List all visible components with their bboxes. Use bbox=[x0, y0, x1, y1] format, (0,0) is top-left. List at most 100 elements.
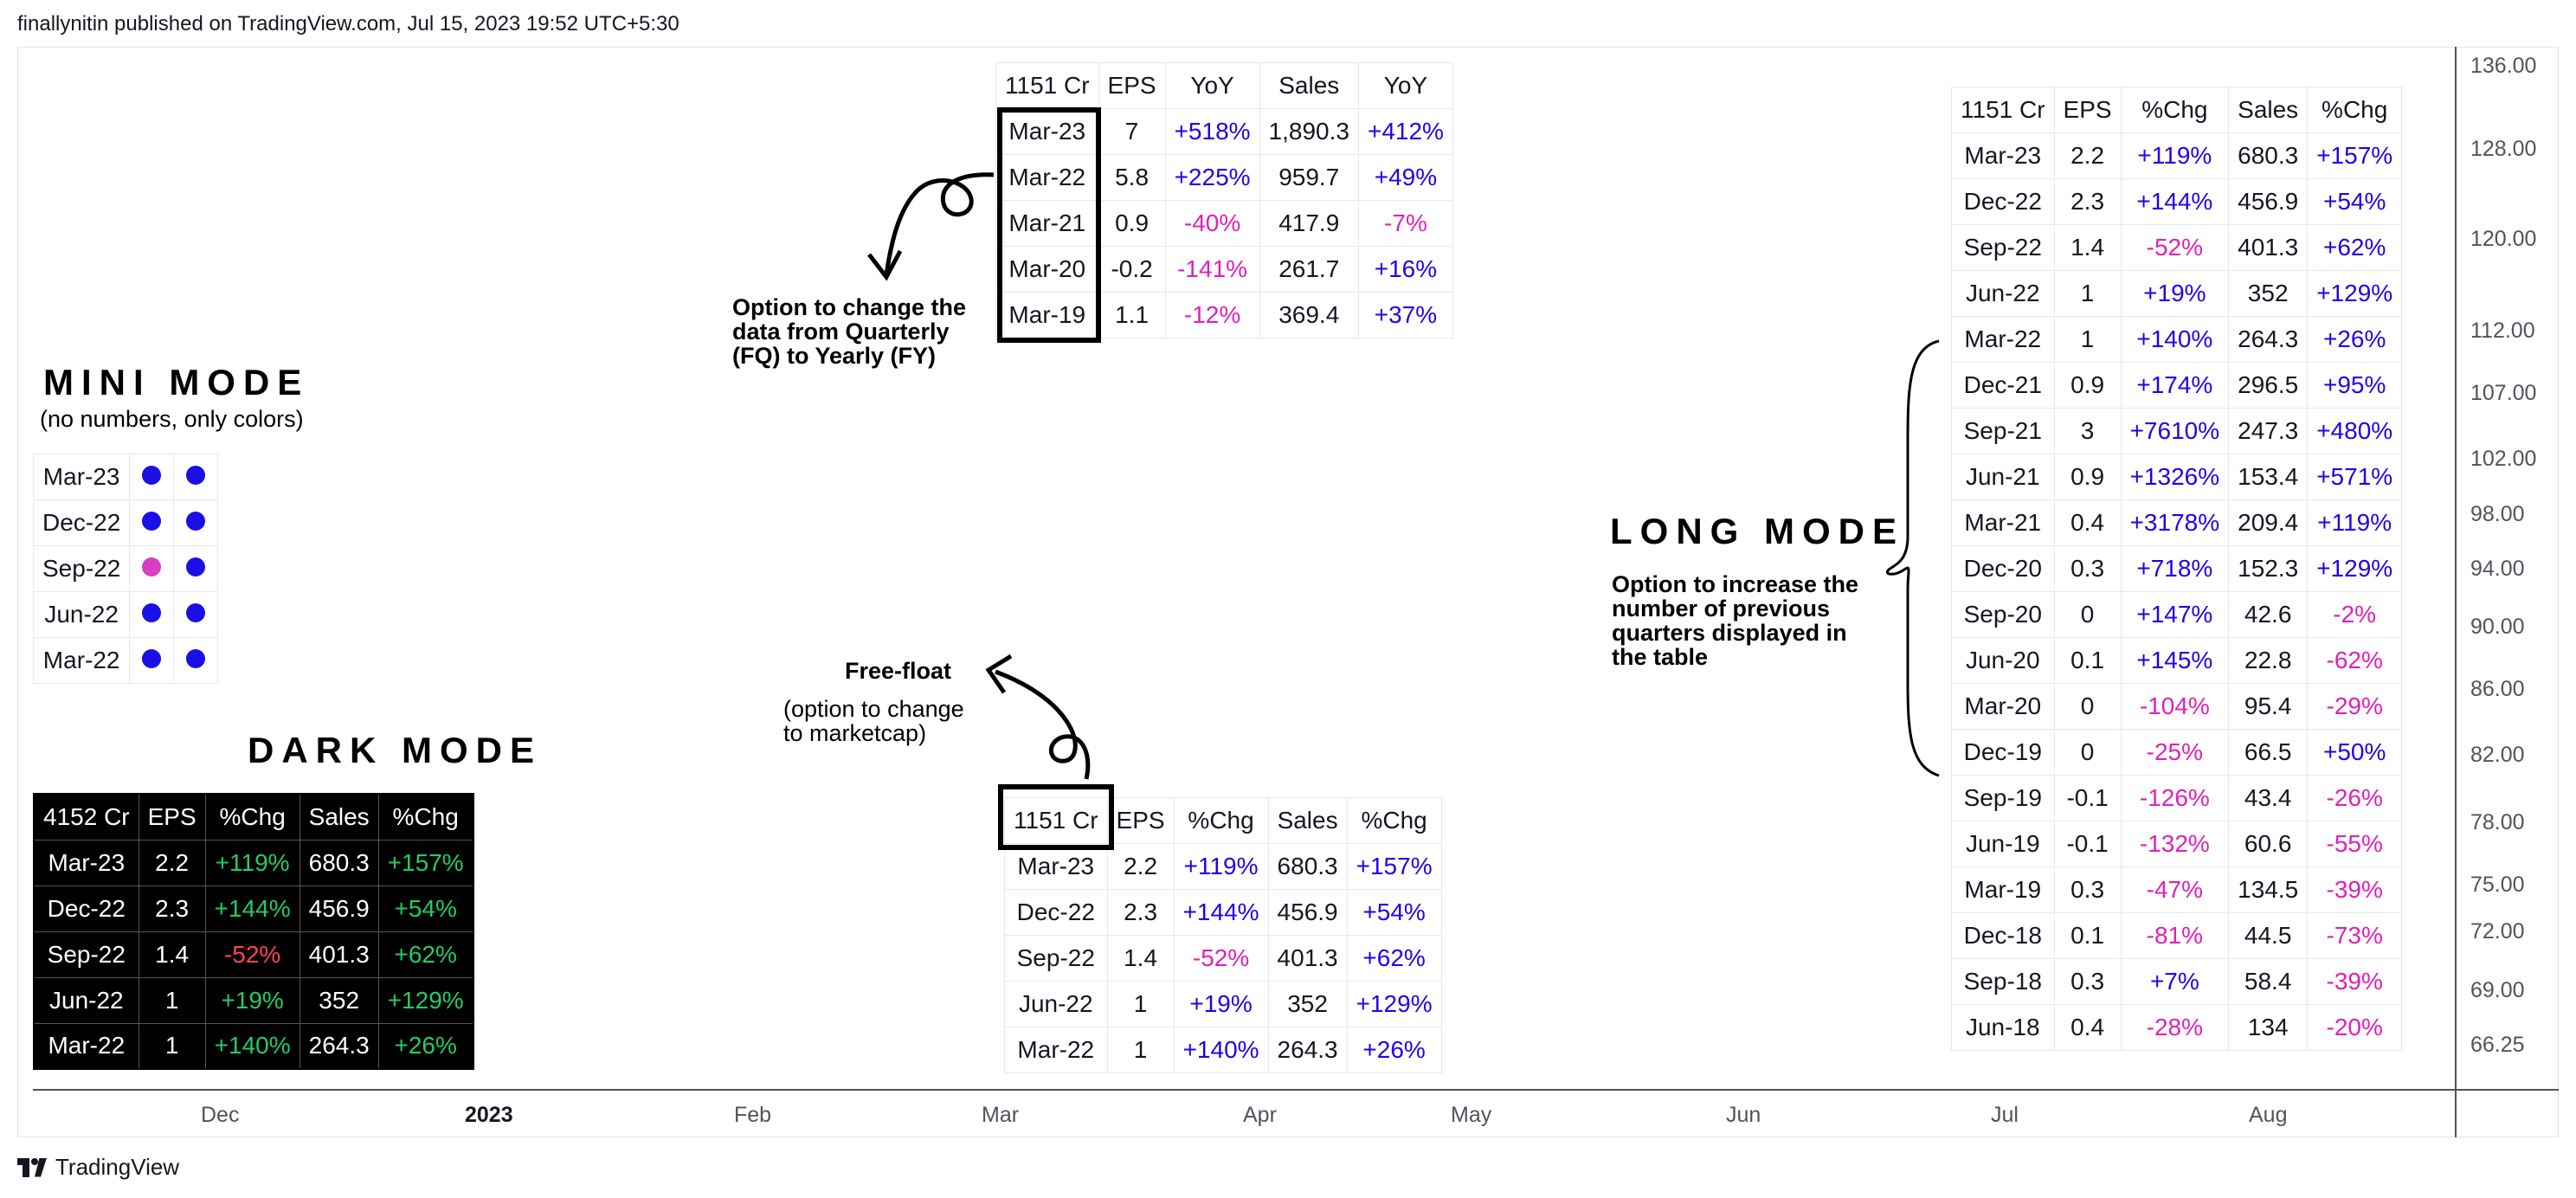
period-cell: Mar-23 bbox=[32, 454, 131, 500]
table-row: Jun-22 1 +19% 352 +129% bbox=[1951, 270, 2403, 317]
tradingview-brand: TradingView bbox=[55, 1154, 180, 1180]
value-cell: 3 bbox=[2053, 408, 2122, 454]
table-row: Sep-22 bbox=[32, 545, 219, 592]
dot-cell bbox=[173, 499, 219, 546]
header-cell: EPS bbox=[2053, 87, 2122, 133]
table-row: Jun-18 0.4 -28% 134 -20% bbox=[1951, 1004, 2403, 1051]
table-row: Sep-20 0 +147% 42.6 -2% bbox=[1951, 591, 2403, 638]
price-label: 90.00 bbox=[2470, 615, 2525, 639]
freefloat-title: Free-float bbox=[845, 658, 952, 684]
value-cell: +144% bbox=[204, 885, 300, 932]
value-cell: 58.4 bbox=[2228, 958, 2309, 1005]
header-cap-cell: 1151 Cr bbox=[995, 62, 1099, 109]
value-cell: -73% bbox=[2307, 912, 2403, 959]
header-cell: %Chg bbox=[204, 793, 300, 841]
value-cell: -26% bbox=[2307, 775, 2403, 821]
period-cell: Jun-22 bbox=[32, 591, 131, 638]
value-cell: +26% bbox=[1346, 1027, 1442, 1073]
period-cell: Dec-19 bbox=[1951, 729, 2055, 776]
period-cell: Dec-22 bbox=[1951, 178, 2055, 225]
table-row: Mar-20 -0.2 -141% 261.7 +16% bbox=[995, 246, 1453, 293]
value-cell: +119% bbox=[1173, 843, 1269, 890]
tradingview-logo[interactable]: TradingView bbox=[17, 1154, 179, 1181]
price-label: 69.00 bbox=[2470, 978, 2525, 1002]
value-cell: 456.9 bbox=[1267, 889, 1348, 936]
value-cell: +119% bbox=[204, 839, 300, 886]
period-cell: Sep-21 bbox=[1951, 408, 2055, 454]
price-scale-separator bbox=[2455, 47, 2457, 1137]
header-cell: %Chg bbox=[2307, 87, 2403, 133]
table-row: Dec-22 2.3 +144% 456.9 +54% bbox=[33, 885, 474, 932]
yearly-option-note: Option to change the data from Quarterly(… bbox=[732, 295, 966, 368]
value-cell: 1,890.3 bbox=[1259, 108, 1359, 155]
table-row: Dec-21 0.9 +174% 296.5 +95% bbox=[1951, 362, 2403, 409]
dark-mode-table: 4152 Cr EPS %Chg Sales %Chg Mar-23 2.2 +119% 680… bbox=[33, 793, 474, 1070]
price-label: 86.00 bbox=[2470, 677, 2525, 701]
value-cell: -52% bbox=[1173, 935, 1269, 982]
mini-mode-subtitle: (no numbers, only colors) bbox=[40, 406, 304, 432]
table-row: Mar-22 1 +140% 264.3 +26% bbox=[1951, 316, 2403, 363]
value-cell: +157% bbox=[2307, 132, 2403, 179]
value-cell: +62% bbox=[2307, 224, 2403, 271]
value-cell: 1 bbox=[1106, 981, 1175, 1027]
value-cell: 1.4 bbox=[1106, 935, 1175, 982]
value-cell: 43.4 bbox=[2228, 775, 2309, 821]
value-cell: 152.3 bbox=[2228, 545, 2309, 592]
value-cell: 2.2 bbox=[1106, 843, 1175, 890]
period-cell: Sep-22 bbox=[33, 931, 139, 978]
period-cell: Sep-20 bbox=[1951, 591, 2055, 638]
value-cell: -52% bbox=[2120, 224, 2230, 271]
curly-arrow-yearly bbox=[867, 172, 995, 281]
time-label: May bbox=[1451, 1103, 1492, 1127]
dot-cell bbox=[129, 637, 175, 684]
value-cell: -29% bbox=[2307, 683, 2403, 730]
time-label: Apr bbox=[1243, 1103, 1277, 1127]
value-cell: 22.8 bbox=[2228, 637, 2309, 684]
value-cell: +119% bbox=[2120, 132, 2230, 179]
table-row: Mar-22 5.8 +225% 959.7 +49% bbox=[995, 154, 1453, 201]
freefloat-subtitle: (option to change to marketcap) bbox=[783, 697, 964, 745]
value-cell: 2.3 bbox=[138, 885, 206, 932]
value-cell: 1 bbox=[2053, 316, 2122, 363]
value-cell: 0.3 bbox=[2053, 958, 2122, 1005]
value-cell: 0.3 bbox=[2053, 545, 2122, 592]
value-cell: -52% bbox=[204, 931, 300, 978]
period-cell: Dec-22 bbox=[1004, 889, 1108, 936]
header-cell: Sales bbox=[299, 793, 379, 841]
value-cell: 401.3 bbox=[299, 931, 379, 978]
period-cell: Mar-22 bbox=[32, 637, 131, 684]
period-cell: Dec-22 bbox=[33, 885, 139, 932]
value-cell: +718% bbox=[2120, 545, 2230, 592]
table-row: Mar-23 2.2 +119% 680.3 +157% bbox=[1004, 843, 1442, 890]
table-row: Jun-21 0.9 +1326% 153.4 +571% bbox=[1951, 454, 2403, 500]
period-cell: Mar-20 bbox=[995, 246, 1099, 293]
value-cell: -55% bbox=[2307, 821, 2403, 867]
value-cell: -39% bbox=[2307, 866, 2403, 913]
table-row: Mar-23 2.2 +119% 680.3 +157% bbox=[33, 839, 474, 886]
period-cell: Dec-21 bbox=[1951, 362, 2055, 409]
chart-pane[interactable] bbox=[17, 47, 2559, 1137]
value-cell: -12% bbox=[1164, 292, 1260, 338]
header-cell: %Chg bbox=[377, 793, 474, 841]
value-cell: +19% bbox=[1173, 981, 1269, 1027]
value-cell: -39% bbox=[2307, 958, 2403, 1005]
value-cell: +140% bbox=[204, 1022, 300, 1070]
value-cell: +157% bbox=[377, 839, 474, 886]
value-cell: +129% bbox=[1346, 981, 1442, 1027]
value-cell: 0.3 bbox=[2053, 866, 2122, 913]
table-row: Sep-22 1.4 -52% 401.3 +62% bbox=[33, 931, 474, 978]
value-cell: 0.9 bbox=[2053, 362, 2122, 409]
table-row: Dec-22 bbox=[32, 499, 219, 546]
value-cell: 264.3 bbox=[1267, 1027, 1348, 1073]
period-cell: Mar-22 bbox=[1951, 316, 2055, 363]
table-row: Mar-23 bbox=[32, 454, 219, 500]
header-cap-cell: 1151 Cr bbox=[1004, 797, 1108, 844]
publisher-line: finallynitin published on TradingView.co… bbox=[17, 12, 679, 35]
table-row: Dec-20 0.3 +718% 152.3 +129% bbox=[1951, 545, 2403, 592]
dot-cell bbox=[173, 454, 219, 500]
header-cell: %Chg bbox=[1173, 797, 1269, 844]
time-axis-separator bbox=[33, 1089, 2559, 1091]
time-label: 2023 bbox=[465, 1103, 513, 1127]
value-cell: 0.9 bbox=[1098, 200, 1166, 247]
period-cell: Jun-21 bbox=[1951, 454, 2055, 500]
